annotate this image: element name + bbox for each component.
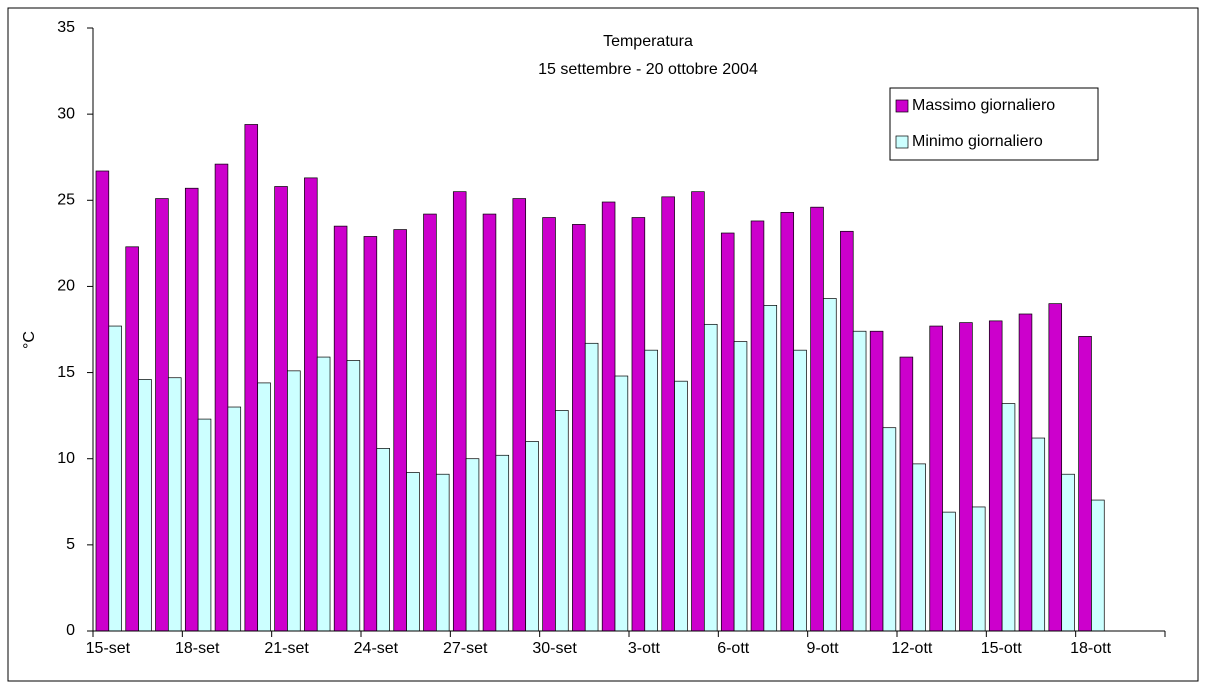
bar [155,198,169,632]
bar [95,170,110,632]
bar [452,191,467,632]
bar [733,341,748,632]
bar [1091,499,1105,632]
legend-label: Minimo giornaliero [912,133,1043,150]
bar [644,349,658,632]
y-tick-label: 0 [66,622,75,639]
x-tick-label: 3-ott [628,640,661,657]
x-tick-label: 21-set [264,640,309,657]
bar [465,458,480,632]
bar [899,356,914,632]
bar [346,360,361,632]
bar [793,349,807,632]
bar [674,380,688,632]
legend-swatch [895,135,909,149]
bar [823,298,837,632]
y-tick-label: 30 [57,105,75,122]
bar [482,213,497,632]
bar [555,410,569,632]
bar [376,448,390,632]
bar [971,506,986,632]
bar [423,213,437,632]
bar [495,454,510,632]
y-tick-label: 10 [57,450,75,467]
x-tick-label: 18-ott [1070,640,1111,657]
legend-label: Massimo giornaliero [912,97,1055,114]
bar [1061,473,1075,632]
bar [197,418,212,632]
x-tick-label: 12-ott [891,640,932,657]
bar [720,232,735,632]
y-tick-label: 20 [57,278,75,295]
bar [274,186,288,632]
bar [763,305,778,632]
bar [512,198,527,632]
bar [1078,336,1092,632]
bar [1018,313,1033,632]
bar [691,191,705,632]
x-tick-label: 30-set [532,640,577,657]
bar [1031,437,1046,632]
bar [631,217,646,632]
bar [393,229,407,632]
x-tick-label: 9-ott [807,640,840,657]
bar [167,377,182,632]
legend-box [889,87,1099,161]
bar [810,206,824,632]
bar [108,325,122,632]
bar [869,330,884,632]
bar [304,177,318,632]
bar [601,201,616,632]
bar [572,224,586,632]
bar [435,473,450,632]
bar [942,511,956,632]
bar [363,236,378,632]
bar [287,370,301,632]
bar [138,379,152,632]
y-tick-label: 35 [57,19,75,36]
bar [912,463,926,632]
bar [988,320,1003,632]
x-tick-label: 18-set [175,640,220,657]
y-tick-label: 25 [57,192,75,209]
bar [840,230,854,632]
legend-swatch [895,99,909,113]
bar [406,472,420,632]
bar [703,323,718,632]
x-tick-label: 15-ott [981,640,1022,657]
bar [780,211,795,632]
chart-subtitle: 15 settembre - 20 ottobre 2004 [538,61,758,78]
bar [661,196,675,632]
bar [244,124,259,632]
bar [750,220,765,632]
bar [1048,303,1063,632]
bar [525,441,539,632]
bar [257,382,271,632]
bar [125,246,139,632]
bar [184,187,199,632]
y-tick-label: 5 [66,536,75,553]
bar [584,342,599,632]
bar [852,330,867,632]
bar [929,325,943,632]
bar [959,322,973,632]
x-tick-label: 24-set [354,640,399,657]
bar [227,406,242,632]
y-axis-label: °C [21,331,38,349]
x-tick-label: 27-set [443,640,488,657]
bar [1001,403,1016,632]
x-tick-label: 6-ott [717,640,750,657]
bar [542,217,556,632]
bar [316,356,331,632]
x-tick-label: 15-set [86,640,131,657]
bar [333,225,348,632]
bar [882,427,897,632]
y-tick-label: 15 [57,364,75,381]
bar [214,163,229,632]
bar [614,375,629,632]
chart-title: Temperatura [603,33,693,50]
